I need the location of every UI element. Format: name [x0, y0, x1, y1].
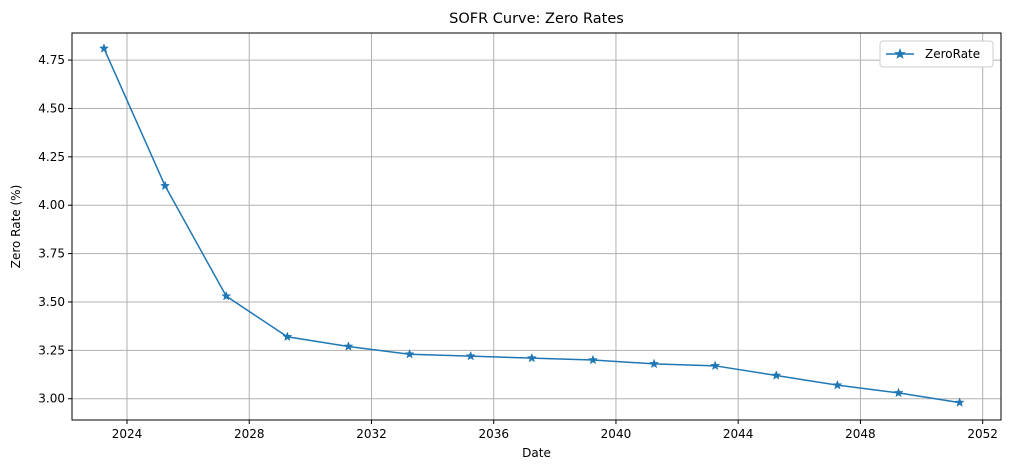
y-tick-label: 4.25 [38, 150, 65, 164]
grid [72, 33, 1001, 420]
y-tick-label: 4.75 [38, 53, 65, 67]
y-tick-label: 3.50 [38, 295, 65, 309]
x-axis-ticks: 2024 2028 2032 2036 2040 2044 2048 2052 [112, 420, 998, 441]
y-tick-label: 4.50 [38, 101, 65, 115]
x-tick-label: 2052 [967, 427, 998, 441]
x-tick-label: 2028 [234, 427, 265, 441]
data-point [771, 370, 782, 380]
y-tick-label: 4.00 [38, 198, 65, 212]
x-tick-label: 2040 [601, 427, 632, 441]
plot-frame [71, 32, 1002, 421]
data-point [954, 397, 965, 407]
data-point [648, 358, 660, 369]
data-point [465, 350, 476, 361]
x-axis-label: Date [522, 446, 551, 460]
x-tick-label: 2036 [478, 427, 509, 441]
data-point [832, 379, 843, 390]
x-tick-label: 2044 [723, 427, 754, 441]
x-tick-label: 2048 [845, 427, 876, 441]
data-point [282, 331, 293, 342]
y-tick-label: 3.00 [38, 392, 65, 406]
series-line-zerorate [103, 48, 960, 404]
chart-title: SOFR Curve: Zero Rates [449, 11, 624, 27]
series-markers-zerorate [98, 43, 965, 407]
y-axis-label: Zero Rate (%) [9, 185, 23, 269]
data-point [160, 180, 171, 191]
x-tick-label: 2032 [356, 427, 387, 441]
data-point [526, 352, 537, 363]
data-point [98, 43, 110, 53]
legend: ZeroRate [879, 40, 994, 68]
data-point [404, 348, 415, 359]
data-point [893, 387, 904, 398]
legend-star-icon [894, 47, 906, 59]
y-tick-label: 3.25 [38, 343, 65, 357]
data-point [221, 290, 232, 301]
data-point [710, 360, 721, 371]
y-axis-ticks: 3.00 3.25 3.50 3.75 4.00 4.25 4.50 4.75 [38, 53, 72, 406]
y-tick-label: 3.75 [38, 247, 65, 261]
x-tick-label: 2024 [112, 427, 143, 441]
legend-label: ZeroRate [925, 47, 980, 61]
data-point [587, 354, 598, 365]
data-point [343, 341, 354, 351]
legend-box [879, 40, 994, 68]
